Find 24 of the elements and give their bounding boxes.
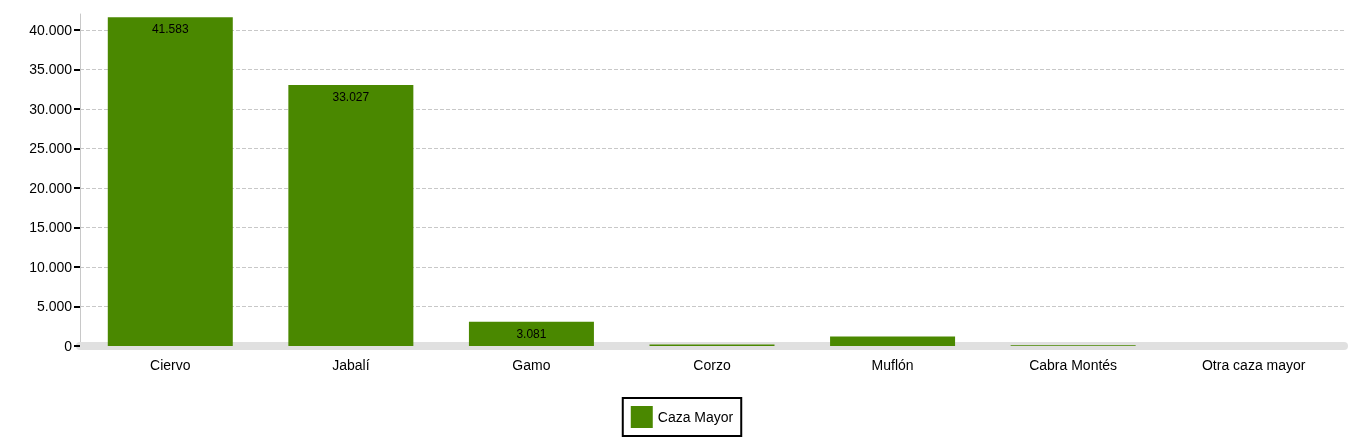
x-tick-label: Corzo	[693, 357, 731, 373]
bar	[830, 336, 956, 346]
x-tick-label: Gamo	[512, 357, 551, 373]
bar	[468, 321, 594, 346]
y-tick-label: 0	[64, 338, 73, 354]
data-label: 41.583	[151, 22, 189, 37]
legend-label: Caza Mayor	[657, 409, 734, 425]
y-tick-label: 35.000	[29, 61, 73, 78]
y-tick-label: 15.000	[29, 219, 73, 236]
x-tick-label: Ciervo	[150, 357, 191, 373]
x-tick-label: Otra caza mayor	[1201, 357, 1306, 373]
data-label: 33.027	[332, 89, 370, 104]
y-tick-label: 30.000	[29, 100, 73, 117]
x-tick-label: Jabalí	[332, 357, 370, 373]
y-tick-label: 5.000	[36, 298, 73, 315]
bar	[288, 84, 414, 346]
y-tick-label: 25.000	[29, 140, 73, 157]
x-tick-label: Cabra Montés	[1029, 357, 1118, 373]
y-tick-label: 20.000	[29, 179, 73, 196]
y-tick-label: 40.000	[29, 21, 73, 38]
x-tick-label: Muflón	[871, 357, 914, 373]
y-tick-label: 10.000	[29, 258, 73, 275]
data-label: 3.081	[516, 326, 547, 341]
bar	[107, 17, 233, 346]
